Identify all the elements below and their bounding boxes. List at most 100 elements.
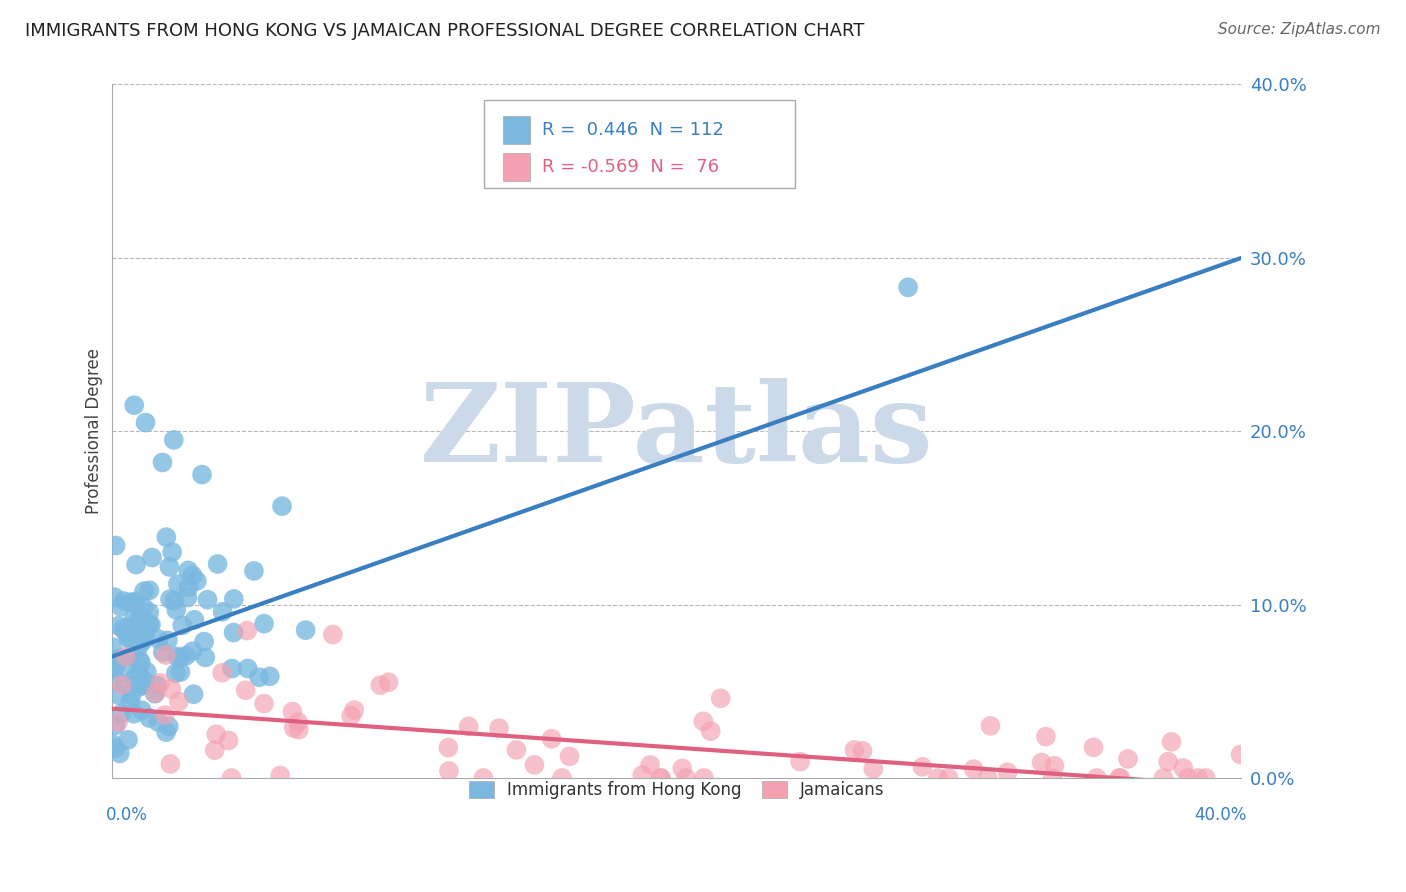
- Point: [377, 675, 399, 690]
- Point: [457, 719, 479, 733]
- Point: [1187, 771, 1209, 785]
- Point: [789, 755, 811, 769]
- Text: ZIPatlas: ZIPatlas: [420, 377, 934, 484]
- Point: [1157, 755, 1180, 769]
- Point: [148, 714, 170, 729]
- Point: [122, 398, 145, 412]
- Point: [165, 666, 187, 681]
- Point: [897, 280, 920, 294]
- Point: [221, 771, 243, 785]
- Y-axis label: Professional Degree: Professional Degree: [86, 348, 103, 514]
- Point: [131, 634, 153, 648]
- Point: [1031, 756, 1053, 770]
- Point: [174, 648, 197, 663]
- Point: [235, 683, 257, 698]
- Point: [1195, 771, 1218, 785]
- Point: [169, 665, 191, 679]
- Point: [472, 771, 495, 785]
- Point: [157, 719, 180, 733]
- Point: [105, 657, 128, 672]
- Point: [159, 560, 181, 574]
- Point: [204, 743, 226, 757]
- Point: [163, 593, 186, 607]
- Point: [207, 557, 229, 571]
- Point: [132, 600, 155, 615]
- Point: [120, 695, 142, 709]
- Point: [131, 703, 153, 717]
- Point: [322, 627, 344, 641]
- Point: [247, 670, 270, 684]
- Point: [692, 714, 714, 729]
- Point: [166, 577, 188, 591]
- Point: [193, 634, 215, 648]
- Point: [167, 694, 190, 708]
- Point: [259, 669, 281, 683]
- Point: [211, 665, 233, 680]
- Point: [124, 594, 146, 608]
- Point: [505, 743, 527, 757]
- Point: [1177, 771, 1199, 785]
- Text: R = -0.569  N =  76: R = -0.569 N = 76: [543, 158, 718, 176]
- Point: [101, 640, 124, 655]
- Point: [114, 676, 136, 690]
- Point: [120, 595, 142, 609]
- Point: [340, 708, 363, 723]
- Point: [1229, 747, 1251, 762]
- Point: [138, 583, 160, 598]
- Text: 0.0%: 0.0%: [105, 805, 148, 823]
- Point: [128, 665, 150, 680]
- Point: [117, 620, 139, 634]
- Point: [997, 765, 1019, 780]
- Point: [114, 649, 136, 664]
- FancyBboxPatch shape: [485, 100, 796, 188]
- Point: [103, 661, 125, 675]
- Point: [911, 760, 934, 774]
- Point: [851, 744, 873, 758]
- Point: [128, 613, 150, 627]
- Point: [222, 625, 245, 640]
- Point: [110, 678, 132, 692]
- Point: [269, 768, 291, 782]
- Point: [156, 633, 179, 648]
- Point: [243, 564, 266, 578]
- Point: [145, 686, 167, 700]
- Point: [1083, 740, 1105, 755]
- Point: [675, 771, 697, 785]
- Point: [927, 771, 949, 785]
- Point: [112, 594, 135, 608]
- Point: [211, 605, 233, 619]
- Point: [523, 757, 546, 772]
- Point: [148, 632, 170, 646]
- Point: [218, 733, 240, 747]
- Point: [343, 703, 366, 717]
- Point: [111, 706, 134, 721]
- Point: [131, 611, 153, 625]
- Point: [128, 653, 150, 667]
- Point: [110, 599, 132, 614]
- Point: [437, 740, 460, 755]
- Point: [160, 681, 183, 696]
- Point: [160, 545, 183, 559]
- Point: [181, 644, 204, 658]
- Point: [132, 678, 155, 692]
- FancyBboxPatch shape: [502, 153, 530, 181]
- Point: [146, 679, 169, 693]
- Point: [183, 687, 205, 701]
- Point: [176, 591, 198, 605]
- Point: [108, 688, 131, 702]
- Point: [177, 580, 200, 594]
- Point: [281, 705, 304, 719]
- Point: [186, 574, 208, 588]
- Point: [141, 550, 163, 565]
- Point: [117, 732, 139, 747]
- Point: [222, 591, 245, 606]
- Point: [155, 648, 177, 662]
- Point: [938, 771, 960, 785]
- Point: [135, 620, 157, 634]
- Point: [108, 747, 131, 761]
- Point: [862, 762, 884, 776]
- Point: [194, 650, 217, 665]
- Point: [979, 719, 1001, 733]
- Point: [152, 455, 174, 469]
- Point: [104, 671, 127, 685]
